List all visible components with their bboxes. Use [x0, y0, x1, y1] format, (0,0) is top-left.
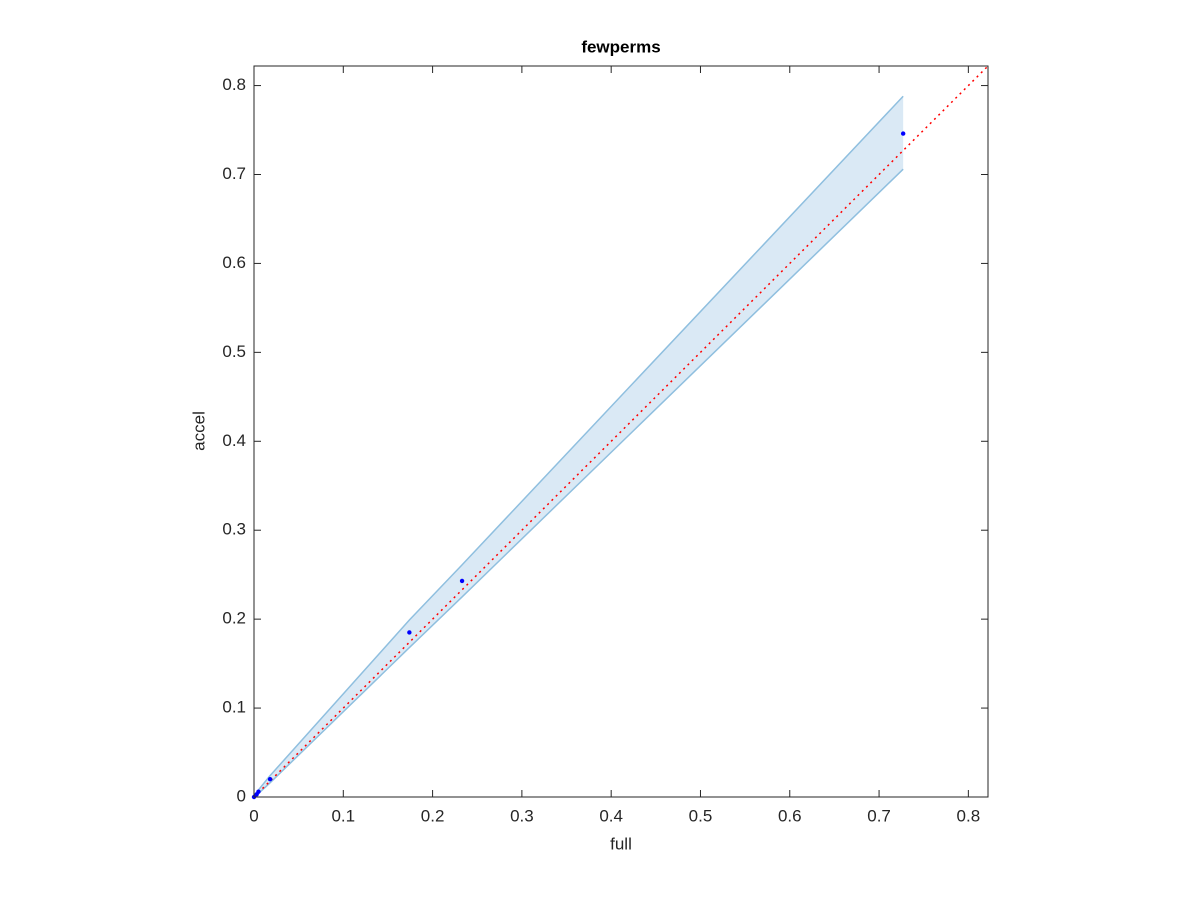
y-tick-label: 0.3 — [222, 520, 246, 539]
confidence-band — [254, 96, 904, 797]
data-point — [267, 777, 273, 782]
y-tick-label: 0.2 — [222, 609, 246, 628]
data-point — [459, 578, 465, 584]
x-axis-label: full — [610, 834, 632, 853]
reference-line — [253, 65, 989, 798]
y-tick-label: 0.7 — [222, 164, 246, 183]
x-tick-label: 0.5 — [689, 806, 713, 825]
y-tick-label: 0 — [237, 786, 246, 805]
x-tick-label: 0.1 — [331, 806, 355, 825]
y-tick-label: 0.4 — [222, 431, 246, 450]
x-tick-label: 0.2 — [421, 806, 445, 825]
y-axis-label: accel — [189, 411, 208, 451]
data-point — [407, 630, 412, 635]
axes-box — [253, 65, 989, 798]
data-point — [900, 131, 906, 136]
x-tick-label: 0.7 — [867, 806, 891, 825]
x-tick-label: 0.6 — [778, 806, 802, 825]
x-tick-label: 0 — [249, 806, 258, 825]
x-tick-label: 0.8 — [957, 806, 981, 825]
x-tick-label: 0.3 — [510, 806, 534, 825]
y-tick-label: 0.1 — [222, 698, 246, 717]
y-tick-label: 0.5 — [222, 342, 246, 361]
y-tick-label: 0.8 — [222, 75, 246, 94]
chart-title: fewperms — [581, 37, 660, 56]
data-point — [256, 789, 261, 794]
y-tick-label: 0.6 — [222, 253, 246, 272]
x-tick-label: 0.4 — [599, 806, 623, 825]
